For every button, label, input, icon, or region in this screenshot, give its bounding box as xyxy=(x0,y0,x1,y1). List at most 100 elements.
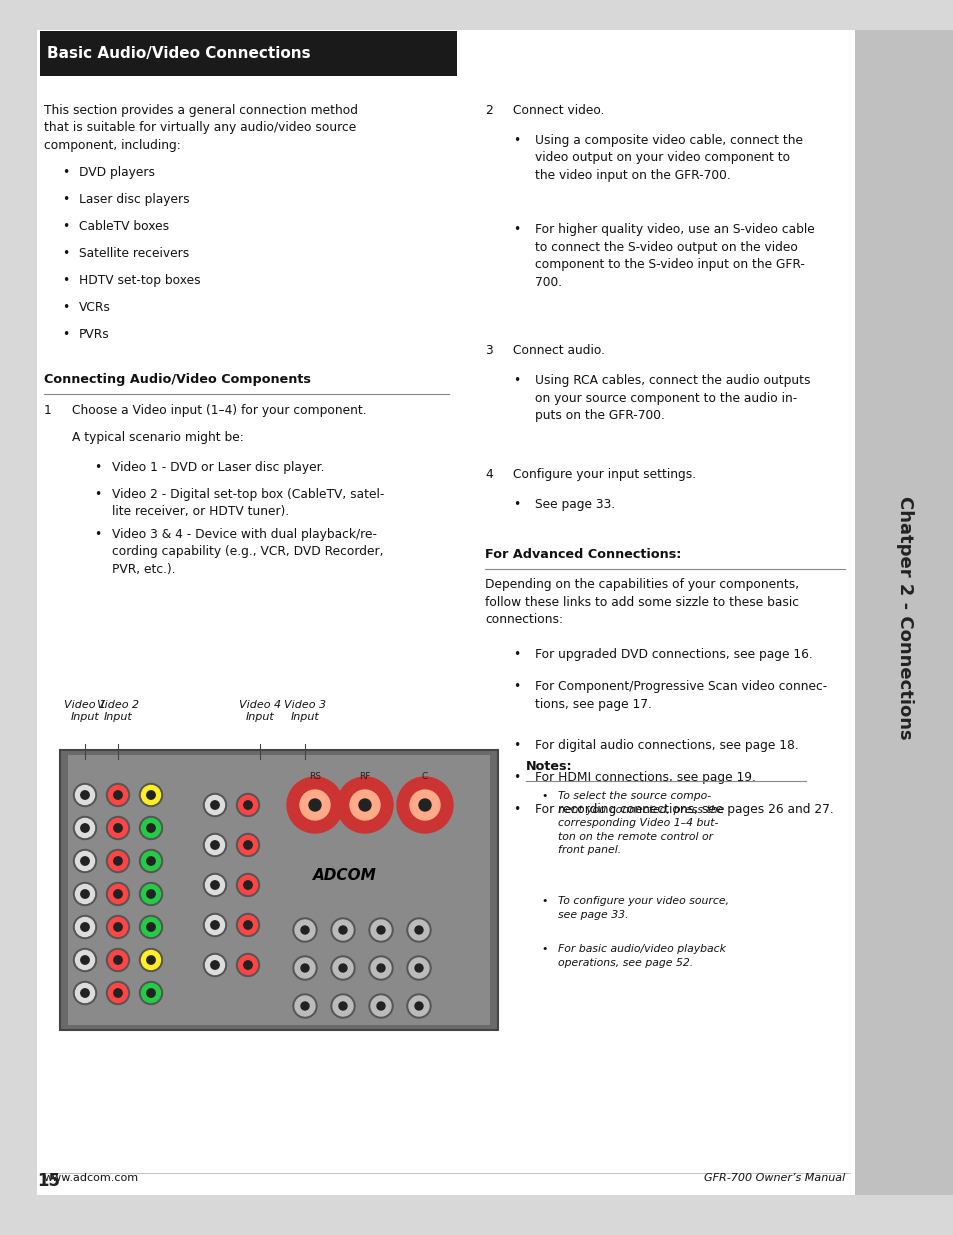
Circle shape xyxy=(244,961,252,969)
Text: www.adcom.com: www.adcom.com xyxy=(44,1173,139,1183)
Text: •: • xyxy=(513,224,519,236)
Circle shape xyxy=(407,956,431,981)
Text: •: • xyxy=(62,329,70,341)
Circle shape xyxy=(287,777,343,832)
Text: 2: 2 xyxy=(484,104,493,117)
Circle shape xyxy=(113,857,122,866)
Circle shape xyxy=(113,989,122,997)
Circle shape xyxy=(141,951,160,969)
Circle shape xyxy=(205,876,224,894)
Text: Connecting Audio/Video Components: Connecting Audio/Video Components xyxy=(44,373,311,387)
Text: Laser disc players: Laser disc players xyxy=(79,193,190,206)
Circle shape xyxy=(107,883,130,905)
Circle shape xyxy=(299,790,330,820)
Circle shape xyxy=(107,915,130,939)
Circle shape xyxy=(205,795,224,815)
Text: Satellite receivers: Satellite receivers xyxy=(79,247,189,261)
Circle shape xyxy=(205,915,224,935)
Text: •: • xyxy=(62,220,70,233)
Text: Video 3
Input: Video 3 Input xyxy=(284,699,326,722)
Circle shape xyxy=(203,794,226,816)
Text: 15: 15 xyxy=(37,1172,60,1191)
Text: •: • xyxy=(540,897,547,906)
Circle shape xyxy=(301,926,309,934)
Text: Using a composite video cable, connect the
video output on your video component : Using a composite video cable, connect t… xyxy=(535,135,802,182)
Text: •: • xyxy=(62,247,70,261)
Text: For higher quality video, use an S-video cable
to connect the S-video output on : For higher quality video, use an S-video… xyxy=(535,224,814,289)
Circle shape xyxy=(73,850,96,872)
Circle shape xyxy=(294,920,314,940)
Circle shape xyxy=(107,850,130,872)
Text: For Advanced Connections:: For Advanced Connections: xyxy=(484,548,680,561)
Circle shape xyxy=(81,824,90,832)
Bar xyxy=(68,755,490,1025)
Circle shape xyxy=(113,889,122,898)
Text: For digital audio connections, see page 18.: For digital audio connections, see page … xyxy=(535,739,798,752)
Text: PVRs: PVRs xyxy=(79,329,110,341)
Circle shape xyxy=(73,783,96,806)
Text: To configure your video source,
see page 33.: To configure your video source, see page… xyxy=(558,897,728,920)
Circle shape xyxy=(139,816,162,840)
Circle shape xyxy=(407,994,431,1018)
Text: •: • xyxy=(513,135,519,147)
Circle shape xyxy=(238,956,257,974)
Circle shape xyxy=(238,836,257,855)
Circle shape xyxy=(338,926,347,934)
Circle shape xyxy=(236,834,259,857)
Circle shape xyxy=(415,926,422,934)
Circle shape xyxy=(147,956,155,965)
Text: Video 3 & 4 - Device with dual playback/re-
cording capability (e.g., VCR, DVD R: Video 3 & 4 - Device with dual playback/… xyxy=(112,529,383,576)
Circle shape xyxy=(203,873,226,897)
Circle shape xyxy=(203,834,226,857)
Circle shape xyxy=(109,951,128,969)
Text: This section provides a general connection method
that is suitable for virtually: This section provides a general connecti… xyxy=(44,104,357,152)
Text: RF: RF xyxy=(359,772,371,781)
Circle shape xyxy=(333,958,353,978)
Text: •: • xyxy=(513,680,519,693)
Circle shape xyxy=(107,948,130,972)
Circle shape xyxy=(75,819,94,837)
Circle shape xyxy=(415,965,422,972)
Circle shape xyxy=(333,920,353,940)
Circle shape xyxy=(139,850,162,872)
Circle shape xyxy=(139,948,162,972)
Text: •: • xyxy=(513,374,519,387)
Text: 4: 4 xyxy=(484,468,493,480)
Text: 1: 1 xyxy=(44,404,51,417)
Text: See page 33.: See page 33. xyxy=(535,498,615,511)
Bar xyxy=(60,750,497,1030)
Circle shape xyxy=(141,785,160,804)
Circle shape xyxy=(409,958,429,978)
Circle shape xyxy=(139,982,162,1004)
Circle shape xyxy=(293,994,316,1018)
Circle shape xyxy=(369,994,393,1018)
Text: •: • xyxy=(94,529,101,541)
Circle shape xyxy=(75,884,94,904)
Circle shape xyxy=(238,876,257,894)
Circle shape xyxy=(244,881,252,889)
Text: VCRs: VCRs xyxy=(79,301,111,314)
Circle shape xyxy=(205,836,224,855)
Circle shape xyxy=(309,799,320,811)
Text: Video 2
Input: Video 2 Input xyxy=(97,699,139,722)
Circle shape xyxy=(338,1002,347,1010)
Circle shape xyxy=(139,915,162,939)
Circle shape xyxy=(147,824,155,832)
Circle shape xyxy=(333,995,353,1016)
Text: HDTV set-top boxes: HDTV set-top boxes xyxy=(79,274,200,287)
Text: •: • xyxy=(62,274,70,287)
Text: Video 2 - Digital set-top box (CableTV, satel-
lite receiver, or HDTV tuner).: Video 2 - Digital set-top box (CableTV, … xyxy=(112,488,384,519)
Text: •: • xyxy=(62,301,70,314)
Circle shape xyxy=(147,889,155,898)
Circle shape xyxy=(75,785,94,804)
Circle shape xyxy=(244,841,252,850)
Text: Choose a Video input (1–4) for your component.: Choose a Video input (1–4) for your comp… xyxy=(71,404,366,417)
Circle shape xyxy=(73,816,96,840)
Circle shape xyxy=(331,956,355,981)
Circle shape xyxy=(107,816,130,840)
Circle shape xyxy=(109,819,128,837)
Text: Basic Audio/Video Connections: Basic Audio/Video Connections xyxy=(47,46,311,61)
Text: •: • xyxy=(540,944,547,953)
Circle shape xyxy=(369,918,393,942)
Circle shape xyxy=(331,918,355,942)
